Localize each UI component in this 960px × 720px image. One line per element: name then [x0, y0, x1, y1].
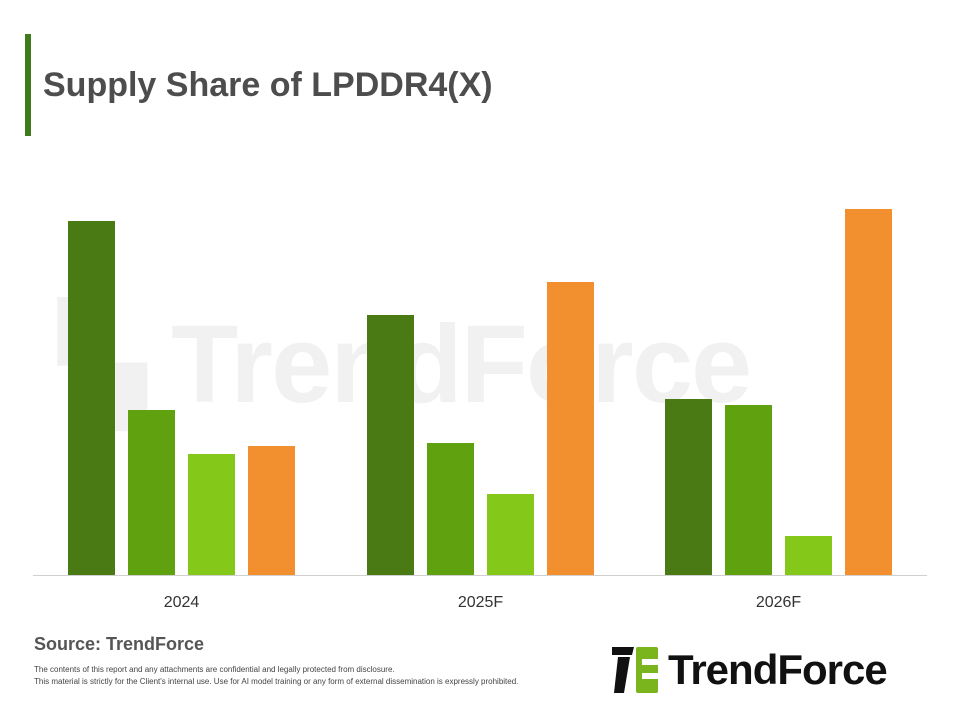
chart-title: Supply Share of LPDDR4(X) — [43, 66, 493, 104]
bar-2026F-series-2 — [725, 405, 772, 575]
bar-2026F-series-4 — [845, 209, 892, 575]
bar-chart: 2024 2025F 2026F — [33, 209, 927, 611]
disclaimer-line-1: The contents of this report and any atta… — [34, 665, 395, 674]
trendforce-logo: TrendForce — [612, 646, 888, 694]
title-accent-bar — [25, 34, 31, 136]
x-tick-label: 2026F — [756, 594, 802, 611]
bar-2025F-series-1 — [367, 315, 414, 575]
bar-2024-series-1 — [68, 221, 115, 575]
bar-2024-series-3 — [188, 454, 235, 575]
bar-2024-series-2 — [128, 410, 175, 575]
bar-2025F-series-4 — [547, 282, 594, 575]
bar-2025F-series-2 — [427, 443, 474, 575]
disclaimer-line-2: This material is strictly for the Client… — [34, 677, 519, 686]
x-tick-label: 2025F — [458, 594, 504, 611]
bar-2026F-series-3 — [785, 536, 832, 575]
x-tick-label: 2024 — [164, 594, 200, 611]
logo-text: TrendForce — [668, 646, 888, 693]
bar-2025F-series-3 — [487, 494, 534, 575]
source-label: Source: TrendForce — [34, 634, 205, 654]
trendforce-logo-icon — [612, 647, 658, 693]
bar-2026F-series-1 — [665, 399, 712, 575]
bar-2024-series-4 — [248, 446, 295, 575]
